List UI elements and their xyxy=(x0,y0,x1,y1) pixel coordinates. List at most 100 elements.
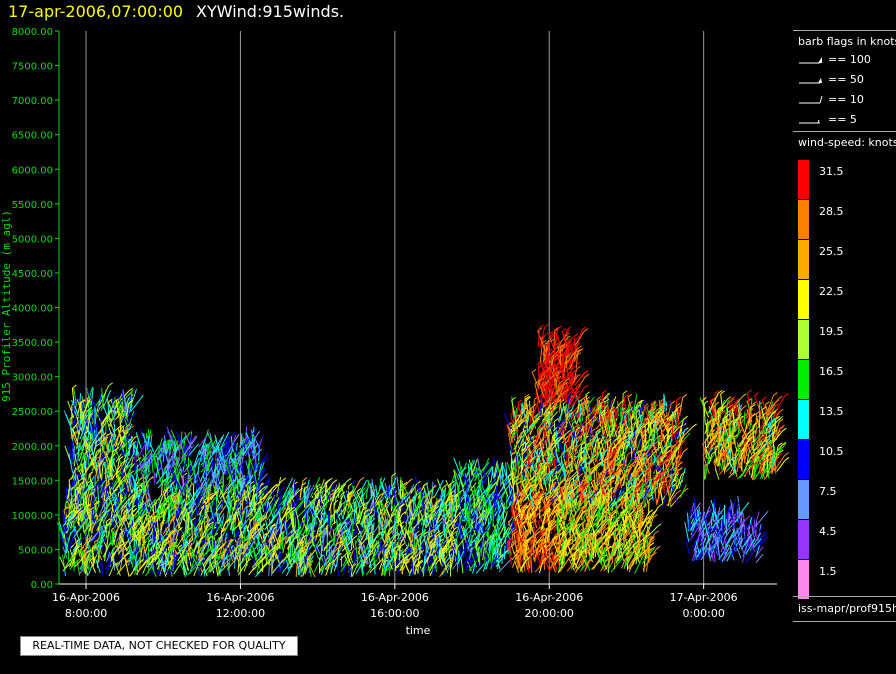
wind-barb-flag xyxy=(254,521,260,526)
wind-barb xyxy=(269,539,277,560)
wind-barb-flag xyxy=(69,486,74,491)
wind-barb xyxy=(201,522,203,539)
wind-barb xyxy=(89,430,94,446)
wind-barb xyxy=(376,507,383,529)
wind-barb xyxy=(131,527,139,541)
wind-barb xyxy=(426,547,433,563)
wind-barb-flag xyxy=(436,499,442,504)
wind-barb xyxy=(358,526,369,546)
wind-barb xyxy=(141,480,148,501)
wind-barb xyxy=(403,484,415,501)
wind-barb xyxy=(211,546,222,560)
wind-barb xyxy=(135,541,139,554)
wind-barb xyxy=(84,553,89,565)
wind-barb xyxy=(345,500,355,511)
wind-barb-flag xyxy=(162,503,168,508)
wind-barb xyxy=(89,510,92,532)
wind-barb xyxy=(140,503,146,514)
wind-barb xyxy=(98,524,101,539)
wind-barb xyxy=(90,517,98,534)
wind-barb xyxy=(229,514,236,531)
wind-barb xyxy=(73,454,77,467)
wind-barb xyxy=(102,519,107,534)
wind-barb xyxy=(158,497,166,515)
wind-barb-flag xyxy=(196,540,202,545)
wind-barb xyxy=(433,533,437,547)
wind-barb xyxy=(62,546,68,559)
wind-barb xyxy=(433,479,444,498)
wind-barb xyxy=(221,515,225,527)
wind-barb xyxy=(144,477,151,500)
wind-barb-flag xyxy=(203,541,208,546)
wind-barb-flag xyxy=(336,523,342,528)
wind-barb xyxy=(293,526,301,540)
wind-barb xyxy=(276,519,285,529)
wind-barb-flag xyxy=(416,556,421,561)
wind-barb xyxy=(120,507,132,522)
wind-barb xyxy=(238,510,246,530)
wind-barb xyxy=(167,533,178,555)
wind-barb xyxy=(265,498,268,511)
wind-barb-flag xyxy=(452,530,458,535)
wind-barb xyxy=(397,506,401,524)
wind-barb xyxy=(178,559,185,573)
wind-barb xyxy=(191,517,199,531)
wind-barb xyxy=(338,512,354,528)
wind-barb xyxy=(72,506,84,522)
wind-barb xyxy=(187,550,192,567)
wind-barb xyxy=(285,556,297,577)
wind-barb xyxy=(373,542,388,559)
wind-barb xyxy=(131,511,136,531)
wind-barb xyxy=(433,524,441,534)
wind-barb xyxy=(417,513,420,525)
wind-barb-flag xyxy=(221,551,227,556)
wind-barb xyxy=(106,431,115,450)
wind-barb xyxy=(425,525,431,545)
wind-barb xyxy=(71,509,80,519)
wind-barb xyxy=(203,523,207,541)
wind-barb xyxy=(222,541,231,558)
wind-barb xyxy=(395,558,404,568)
wind-barb xyxy=(154,545,166,563)
wind-barb xyxy=(181,504,187,515)
wind-barb xyxy=(255,506,260,522)
wind-barb-flag xyxy=(191,517,196,522)
wind-barb-flag xyxy=(86,549,92,554)
wind-barb xyxy=(197,501,204,516)
wind-barb-flag xyxy=(340,491,346,496)
wind-barb xyxy=(130,519,134,540)
wind-barb xyxy=(106,544,110,562)
wind-barb-flag xyxy=(121,504,127,509)
wind-barb xyxy=(275,502,288,518)
wind-barb-flag xyxy=(156,528,161,533)
wind-barb xyxy=(130,527,138,536)
wind-barb xyxy=(137,529,140,542)
wind-barb xyxy=(156,557,163,570)
wind-barb xyxy=(441,564,450,575)
wind-barb-flag xyxy=(209,494,214,499)
wind-barb-flag xyxy=(242,490,248,495)
wind-barb-flag xyxy=(383,559,388,564)
wind-barb xyxy=(168,510,171,522)
wind-barb xyxy=(163,500,170,522)
wind-barb-flag xyxy=(657,523,662,528)
wind-barb-flag xyxy=(329,560,335,564)
wind-barb xyxy=(372,556,377,569)
wind-barb-flag xyxy=(412,551,418,556)
wind-barb xyxy=(425,549,432,559)
wind-barb-flag xyxy=(317,525,323,530)
wind-barb xyxy=(450,534,454,550)
wind-barb xyxy=(156,498,167,518)
wind-barb xyxy=(280,509,292,521)
wind-barb-flag xyxy=(316,492,322,497)
wind-barb-flag xyxy=(302,534,307,539)
wind-barb xyxy=(167,519,172,533)
wind-barb xyxy=(397,506,402,525)
wind-barb xyxy=(441,559,447,577)
wind-barb-flag xyxy=(232,511,238,516)
wind-barb-flag xyxy=(346,477,352,482)
wind-barb xyxy=(217,512,225,525)
wind-barb-flag xyxy=(72,384,77,389)
wind-barb-flag xyxy=(350,494,355,499)
wind-barb xyxy=(381,564,386,577)
